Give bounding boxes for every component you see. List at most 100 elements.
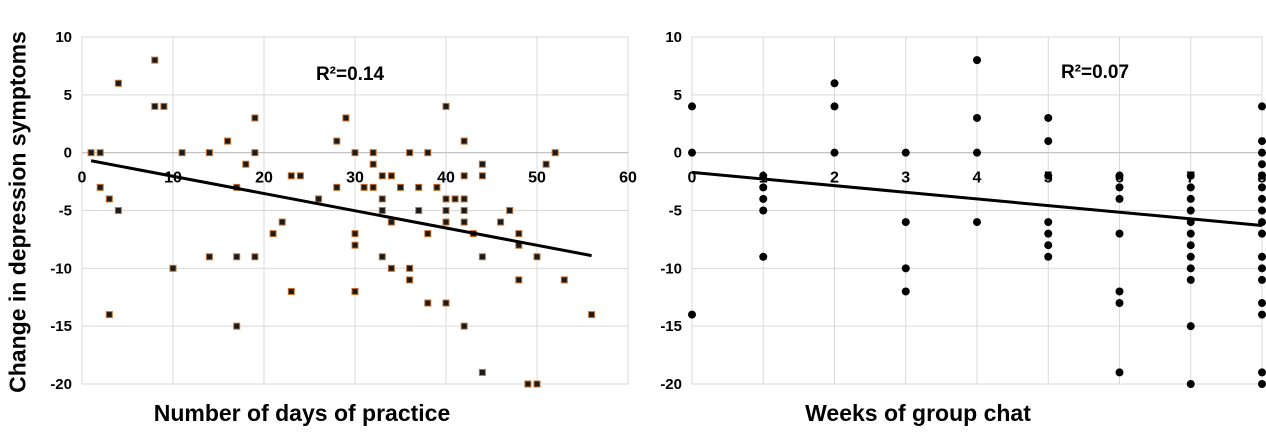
chart2-data-point (1258, 148, 1266, 157)
chart2-data-point (1186, 229, 1195, 238)
chart1-data-point (588, 311, 596, 319)
chart1-data-point (333, 137, 341, 145)
chart1-x-tick-label: 50 (528, 170, 546, 187)
chart2-x-tick-label: 3 (901, 170, 910, 187)
chart2-data-point (1115, 287, 1124, 296)
chart1-data-point (387, 218, 395, 226)
chart1-data-point (424, 299, 432, 307)
chart1-x-tick-label: 20 (255, 170, 273, 187)
chart1-data-point (369, 183, 377, 191)
chart1-data-point (387, 172, 395, 180)
chart1-data-point (160, 102, 168, 110)
chart1-data-point (287, 287, 295, 295)
chart2-x-tick-label: 6 (1115, 170, 1124, 187)
chart1-data-point (378, 207, 386, 214)
chart2-data-point (973, 148, 981, 157)
chart2-data-point (1115, 171, 1124, 180)
chart1-data-point (369, 149, 377, 157)
chart1-data-point (151, 102, 159, 110)
chart2-data-point (901, 287, 910, 296)
chart1-data-point (351, 241, 359, 249)
chart2-data-point (1186, 264, 1195, 273)
chart2-data-point (1258, 380, 1266, 388)
chart1-data-point (442, 102, 450, 110)
chart2-y-tick-label: 0 (674, 145, 682, 162)
chart2-data-point (1186, 194, 1195, 203)
chart1-x-tick-label: 30 (346, 170, 364, 187)
chart1-y-tick-label: -5 (59, 203, 72, 220)
chart1-y-tick-label: -20 (50, 376, 72, 393)
chart1-data-point (378, 195, 386, 203)
chart2-data-point (1258, 206, 1266, 215)
chart1-data-point (406, 276, 414, 284)
chart1-data-point (360, 183, 368, 191)
chart1-data-point (105, 311, 113, 319)
chart2-r-squared-label: R²=0.07 (1061, 62, 1129, 83)
chart1-data-point (460, 322, 468, 330)
chart1-data-point (251, 114, 259, 122)
chart1-data-point (442, 218, 450, 226)
chart2-data-point (1115, 368, 1124, 377)
chart1-data-point (478, 160, 486, 168)
chart2-y-tick-label: -10 (660, 260, 682, 277)
chart1-y-tick-label: 10 (55, 29, 72, 46)
chart1-data-point (287, 172, 295, 180)
chart2-x-tick-label: 8 (1258, 170, 1266, 187)
chart2-data-point (973, 56, 981, 65)
chart1-x-axis-title: Number of days of practice (153, 400, 451, 426)
chart1-data-point (442, 299, 450, 307)
chart1-data-point (497, 218, 505, 226)
chart2-data-point (1258, 171, 1266, 180)
chart1-data-point (342, 114, 350, 122)
chart1-trendline (90, 159, 592, 258)
chart1-data-point (378, 253, 386, 261)
chart2-data-point (1186, 252, 1195, 261)
chart1-data-point (415, 207, 423, 214)
chart1-data-point (533, 380, 541, 388)
chart2-data-point (1258, 275, 1266, 284)
chart2-data-point (1258, 252, 1266, 261)
chart1-data-point (460, 172, 468, 180)
chart2-data-point (1115, 183, 1124, 192)
chart2-data-point (1115, 229, 1124, 238)
chart1-data-point (424, 230, 432, 238)
chart2-data-point (1044, 137, 1053, 146)
chart1-data-point (478, 368, 486, 376)
chart2-data-point (1258, 310, 1266, 319)
chart2-data-point (688, 102, 696, 111)
chart2-data-point (688, 148, 696, 157)
chart2-data-point (759, 252, 768, 261)
chart2-data-point (1186, 171, 1195, 180)
chart1-y-tick-label: 5 (64, 87, 72, 104)
chart2-data-point (1115, 299, 1124, 308)
chart1-data-point (105, 195, 113, 203)
chart2-data-point (1044, 171, 1053, 180)
chart1-data-point (460, 137, 468, 145)
chart1-data-point (251, 253, 259, 261)
chart1-data-point (387, 264, 395, 272)
chart1-data-point (269, 230, 277, 238)
chart2-x-tick-label: 5 (1044, 170, 1053, 187)
chart1-data-point (442, 195, 450, 203)
chart1-data-point (560, 276, 568, 284)
chart2-data-point (1258, 160, 1266, 169)
chart1-data-point (460, 207, 468, 214)
chart2-data-point (901, 218, 910, 227)
chart2-x-axis-title: Weeks of group chat (805, 400, 1031, 426)
chart2-data-point (1258, 102, 1266, 111)
chart2-plot: 10 5 0 -5 -10 -15 -20 0 1 2 3 4 5 6 7 8 R²=0.07 (660, 29, 1266, 393)
chart2-data-point (1258, 229, 1266, 238)
chart2-x-tick-label: 0 (688, 170, 697, 187)
chart2-data-point (759, 206, 768, 215)
chart2-data-point (901, 148, 910, 157)
chart1-data-point (460, 195, 468, 203)
chart2-data-point (1258, 183, 1266, 192)
chart2-data-point (759, 183, 768, 192)
chart2-data-point (1258, 368, 1266, 377)
chart1-data-point (397, 183, 404, 191)
chart1-y-tick-label: -15 (50, 318, 72, 335)
chart1-data-point (114, 79, 122, 87)
chart2-data-point (1186, 183, 1195, 192)
chart1-data-point (333, 183, 341, 191)
